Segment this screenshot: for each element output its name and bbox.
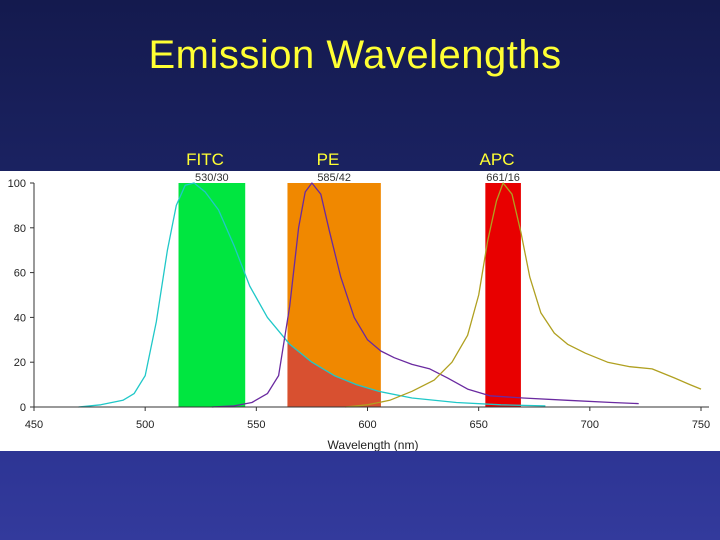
y-tick-label: 20 bbox=[14, 357, 26, 369]
series-line-2 bbox=[345, 182, 702, 408]
x-tick-label: 550 bbox=[247, 419, 265, 431]
filter-band-label-1: 585/42 bbox=[317, 172, 351, 184]
filter-name-apc: APC bbox=[479, 150, 515, 169]
filter-band-0 bbox=[178, 183, 246, 407]
series-line-1 bbox=[211, 182, 639, 408]
x-axis-label: Wavelength (nm) bbox=[328, 438, 419, 451]
spillover-area bbox=[287, 341, 381, 407]
x-tick-label: 450 bbox=[25, 419, 43, 431]
x-tick-label: 500 bbox=[136, 419, 154, 431]
x-tick-label: 700 bbox=[581, 419, 599, 431]
y-tick-label: 100 bbox=[8, 178, 26, 190]
filter-name-pe: PE bbox=[316, 150, 340, 169]
slide-title: Emission Wavelengths bbox=[148, 33, 562, 77]
filter-band-2 bbox=[485, 183, 521, 407]
series-line-0 bbox=[78, 182, 546, 408]
filter-band-label-2: 661/16 bbox=[486, 172, 520, 184]
filter-name-fitc: FITC bbox=[186, 150, 224, 169]
x-tick-label: 600 bbox=[358, 419, 376, 431]
filter-band-label-0: 530/30 bbox=[195, 172, 229, 184]
y-tick-label: 40 bbox=[14, 312, 26, 324]
y-tick-label: 0 bbox=[20, 402, 26, 414]
y-tick-label: 60 bbox=[14, 268, 26, 280]
x-tick-label: 750 bbox=[692, 419, 710, 431]
x-tick-label: 650 bbox=[469, 419, 487, 431]
emission-spectrum-chart: 0 20 40 60 80 100 450 500 550 600 650 700 750 530/30… bbox=[0, 171, 720, 451]
y-tick-label: 80 bbox=[14, 223, 26, 235]
